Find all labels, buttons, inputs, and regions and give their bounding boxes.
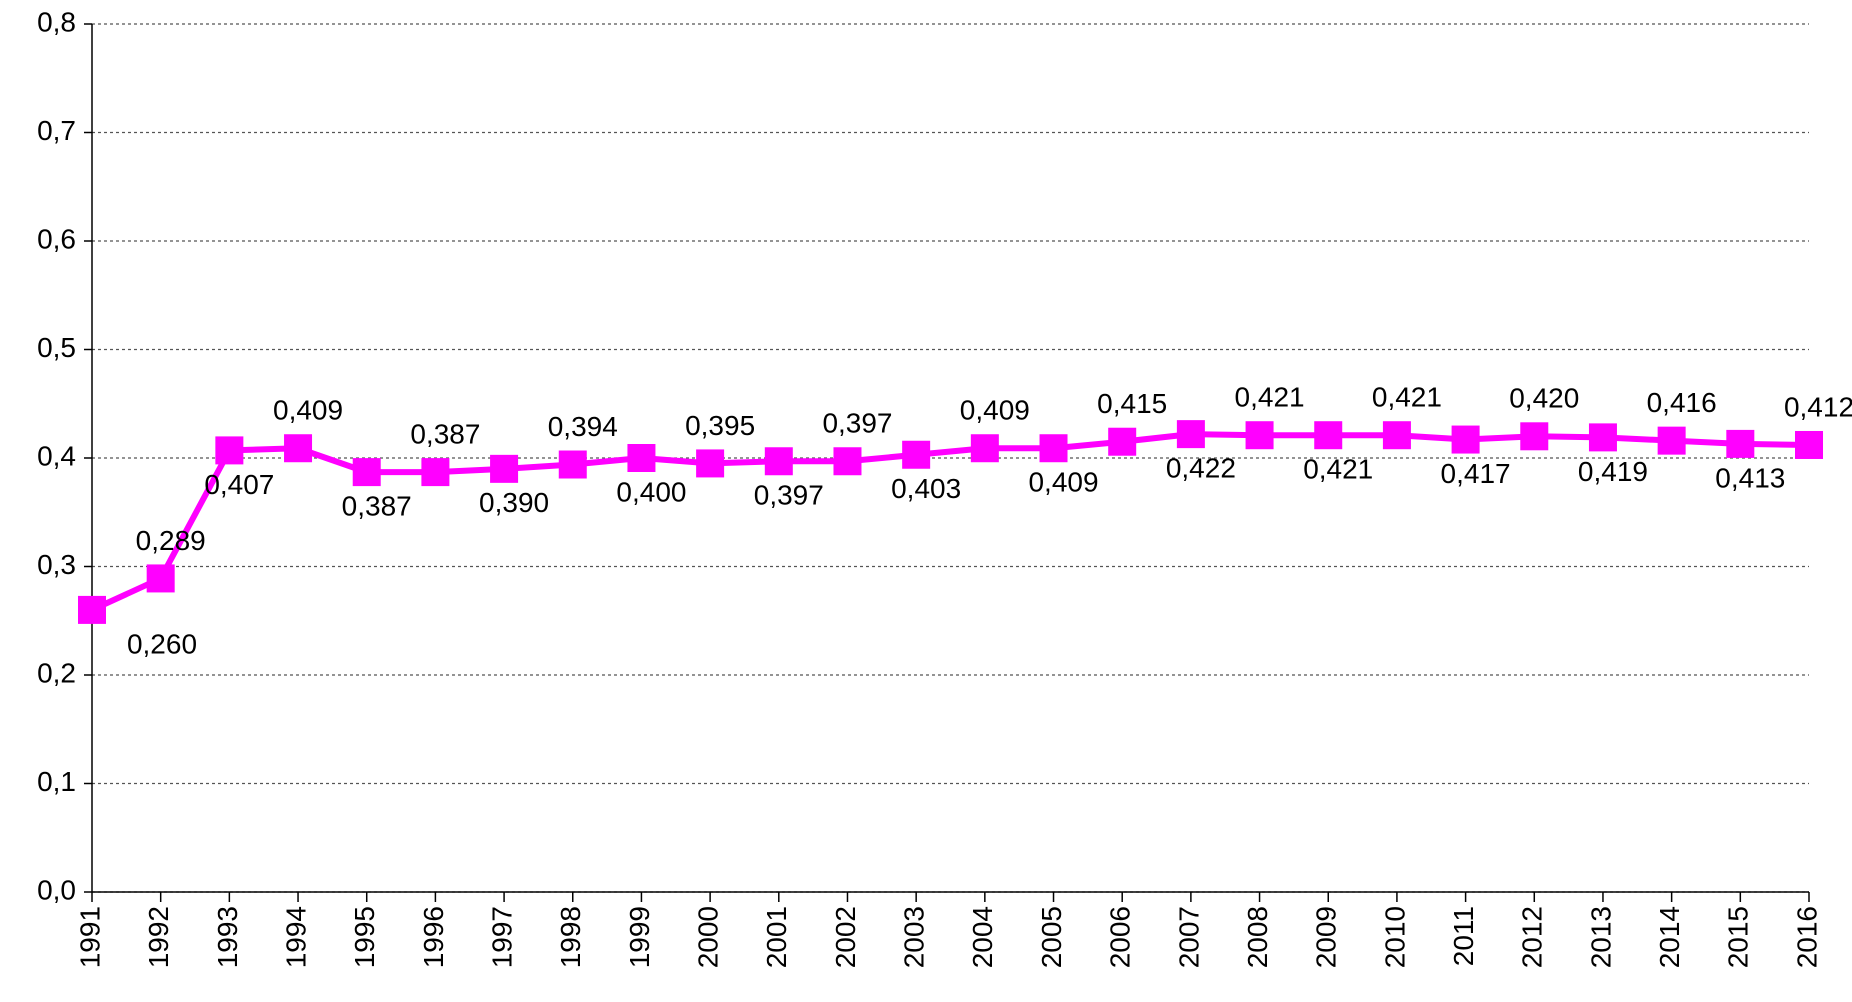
marker: [833, 447, 862, 476]
y-tick-label: 0,4: [37, 440, 76, 471]
marker: [1176, 420, 1205, 449]
data-label: 0,397: [822, 408, 892, 439]
data-label: 0,390: [479, 487, 549, 518]
x-tick-label: 1991: [74, 906, 105, 968]
x-tick-label: 1998: [555, 906, 586, 968]
data-label: 0,419: [1578, 456, 1648, 487]
marker: [352, 458, 381, 487]
data-label: 0,415: [1097, 388, 1167, 419]
x-tick-label: 2014: [1654, 906, 1685, 968]
marker: [1657, 426, 1686, 455]
data-label: 0,289: [136, 525, 206, 556]
y-tick-label: 0,5: [37, 332, 76, 363]
y-tick-label: 0,3: [37, 549, 76, 580]
y-tick-label: 0,7: [37, 115, 76, 146]
x-tick-label: 2015: [1723, 906, 1754, 968]
data-label: 0,421: [1303, 454, 1373, 485]
x-tick-label: 2007: [1173, 906, 1204, 968]
marker: [78, 595, 106, 624]
data-label: 0,416: [1647, 387, 1717, 418]
x-tick-label: 1999: [624, 906, 655, 968]
y-tick-label: 0,2: [37, 657, 76, 688]
data-label: 0,420: [1509, 383, 1579, 414]
data-label: 0,413: [1715, 462, 1785, 493]
marker: [421, 458, 450, 487]
x-tick-label: 2010: [1379, 906, 1410, 968]
y-tick-label: 0,1: [37, 766, 76, 797]
y-tick-label: 0,8: [37, 6, 76, 37]
data-label: 0,387: [410, 418, 480, 449]
marker: [1245, 421, 1274, 450]
marker: [490, 454, 519, 483]
data-label: 0,387: [342, 490, 412, 521]
marker: [696, 449, 725, 478]
marker: [1588, 423, 1617, 452]
marker: [146, 564, 175, 593]
marker: [1039, 434, 1068, 463]
marker: [1108, 427, 1137, 456]
data-label: 0,421: [1235, 382, 1305, 413]
x-tick-label: 2000: [693, 906, 724, 968]
data-label: 0,421: [1372, 382, 1442, 413]
x-tick-label: 2003: [899, 906, 930, 968]
marker: [1451, 425, 1480, 454]
marker: [1726, 429, 1755, 458]
data-label: 0,400: [616, 476, 686, 507]
x-tick-label: 2001: [761, 906, 792, 968]
x-tick-label: 2004: [967, 906, 998, 968]
marker: [902, 440, 931, 469]
series-line: [90, 431, 1810, 613]
data-label: 0,394: [548, 411, 618, 442]
x-tick-label: 1992: [143, 906, 174, 968]
data-label: 0,395: [685, 410, 755, 441]
data-label: 0,403: [891, 473, 961, 504]
data-label: 0,260: [127, 628, 197, 659]
data-label: 0,407: [204, 469, 274, 500]
marker: [284, 434, 313, 463]
y-tick-label: 0,6: [37, 223, 76, 254]
data-label: 0,412: [1784, 391, 1852, 422]
x-tick-label: 2002: [830, 906, 861, 968]
data-label: 0,417: [1441, 458, 1511, 489]
y-tick-label: 0,0: [37, 874, 76, 905]
x-tick-label: 2012: [1517, 906, 1548, 968]
marker: [1314, 421, 1343, 450]
marker: [764, 447, 793, 476]
marker: [627, 444, 656, 472]
marker: [1382, 421, 1411, 450]
x-tick-label: 2009: [1311, 906, 1342, 968]
data-label: 0,422: [1166, 453, 1236, 484]
x-tick-label: 1997: [486, 906, 517, 968]
x-tick-label: 1995: [349, 906, 380, 968]
x-tick-label: 2016: [1791, 906, 1822, 968]
marker: [970, 434, 999, 463]
x-tick-label: 1993: [212, 906, 243, 968]
marker: [1795, 430, 1823, 459]
x-tick-label: 2005: [1036, 906, 1067, 968]
x-tick-label: 2006: [1105, 906, 1136, 968]
data-label: 0,409: [273, 395, 343, 426]
x-tick-label: 1996: [418, 906, 449, 968]
x-tick-label: 1994: [280, 906, 311, 968]
data-label: 0,409: [960, 395, 1030, 426]
x-tick-label: 2011: [1448, 906, 1479, 966]
x-tick-label: 2008: [1242, 906, 1273, 968]
marker: [215, 436, 244, 465]
marker: [558, 450, 587, 479]
x-tick-label: 2013: [1585, 906, 1616, 968]
data-label: 0,409: [1028, 467, 1098, 498]
marker: [1520, 422, 1549, 451]
data-label: 0,397: [754, 480, 824, 511]
